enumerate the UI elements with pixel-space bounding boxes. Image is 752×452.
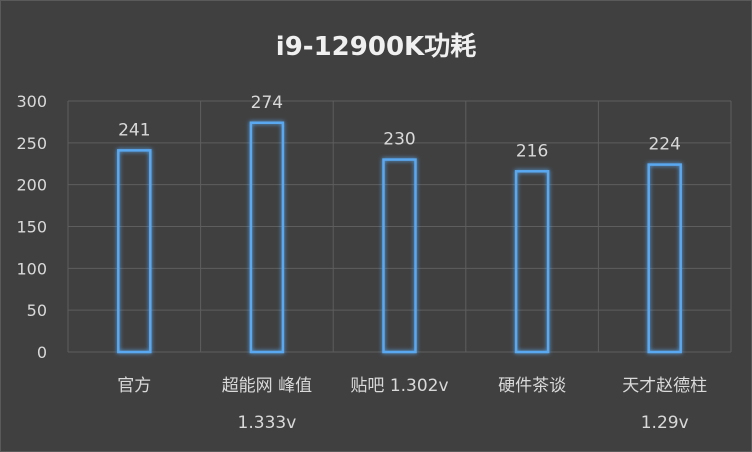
bar [249, 121, 285, 354]
bar [514, 170, 550, 354]
bar [647, 163, 682, 354]
category-label: 官方 [117, 376, 151, 396]
data-label: 274 [251, 93, 283, 113]
y-tick-label: 300 [16, 92, 47, 111]
y-tick-label: 150 [16, 218, 47, 237]
data-label: 230 [383, 130, 415, 150]
y-tick-label: 100 [16, 259, 47, 278]
bar [117, 149, 152, 354]
y-tick-label: 50 [27, 301, 47, 320]
bar [382, 158, 417, 354]
y-tick-label: 250 [16, 134, 47, 153]
grid-layer [67, 100, 732, 353]
chart-title: i9-12900K功耗 [276, 32, 476, 62]
data-label: 216 [516, 141, 548, 161]
bar-layer [117, 121, 682, 354]
y-tick-label: 200 [16, 176, 47, 195]
y-tick-label: 0 [37, 343, 47, 362]
category-label: 硬件茶谈 [498, 376, 566, 396]
category-label: 超能网 峰值 [222, 376, 312, 396]
label-layer: 0 50 100 150 200 250 300 241 官方 274 超能网 峰值 1.333v 23… [16, 92, 707, 433]
category-label: 贴吧 1.302v [350, 376, 448, 396]
data-label: 241 [118, 120, 150, 140]
category-label: 天才赵德柱 [622, 376, 707, 396]
data-label: 224 [648, 135, 680, 155]
category-label: 1.333v [238, 413, 297, 433]
category-label: 1.29v [641, 413, 689, 433]
